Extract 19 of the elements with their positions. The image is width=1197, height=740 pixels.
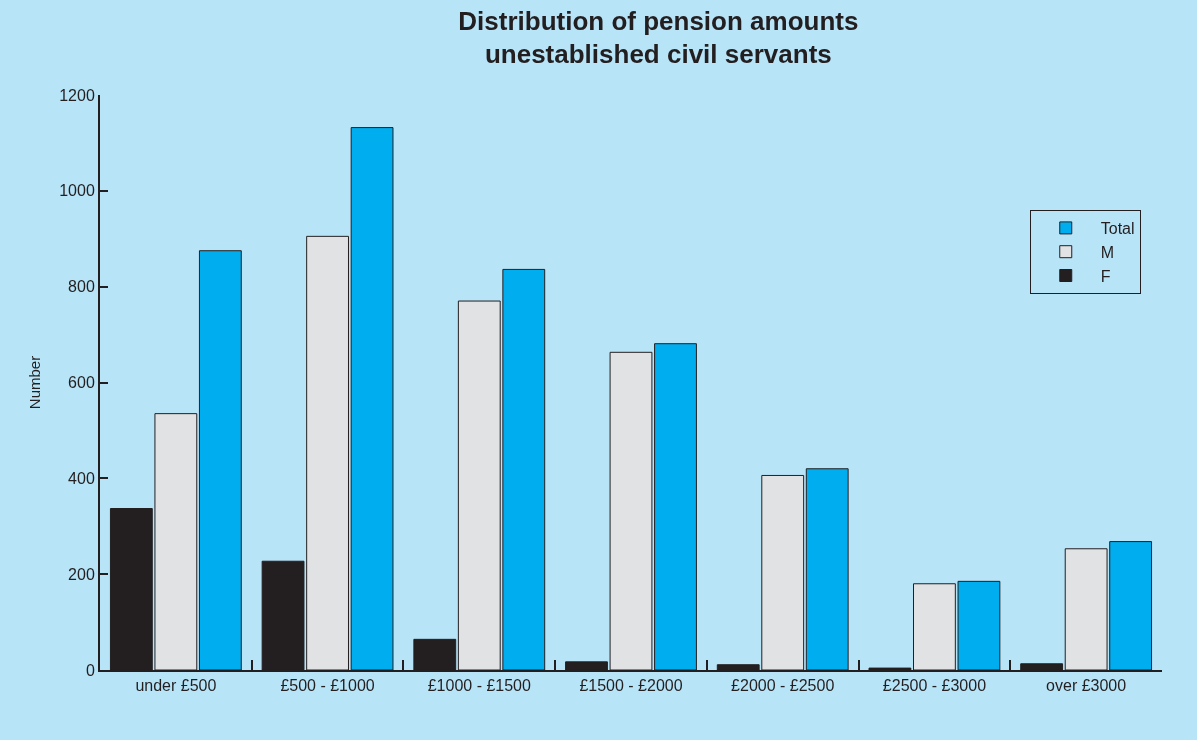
y-tick-label: 200 (68, 565, 95, 583)
x-tick-label: £1500 - £2000 (579, 677, 683, 695)
y-tick-label: 1200 (59, 86, 95, 104)
x-tick-label: over £3000 (1046, 677, 1127, 695)
x-tick-label: £500 - £1000 (280, 677, 375, 695)
x-tick-label: £2500 - £3000 (882, 677, 987, 695)
legend-label: Total (1100, 220, 1135, 238)
chart-title: Distribution of pension amounts unestablished civil servants (458, 5, 859, 70)
y-tick-label: 0 (85, 661, 95, 679)
y-tick-label: 1000 (59, 182, 95, 200)
legend-label: M (1100, 243, 1115, 261)
x-tick-label: under £500 (135, 677, 217, 695)
y-tick-label: 600 (68, 374, 95, 392)
y-tick-label: 400 (68, 469, 95, 487)
y-tick-label: 800 (68, 278, 95, 296)
x-tick-label: £2000 - £2500 (731, 677, 835, 695)
legend-label: F (1100, 267, 1111, 285)
y-axis-title: Number (25, 355, 43, 410)
x-tick-label: £1000 - £1500 (427, 677, 531, 695)
